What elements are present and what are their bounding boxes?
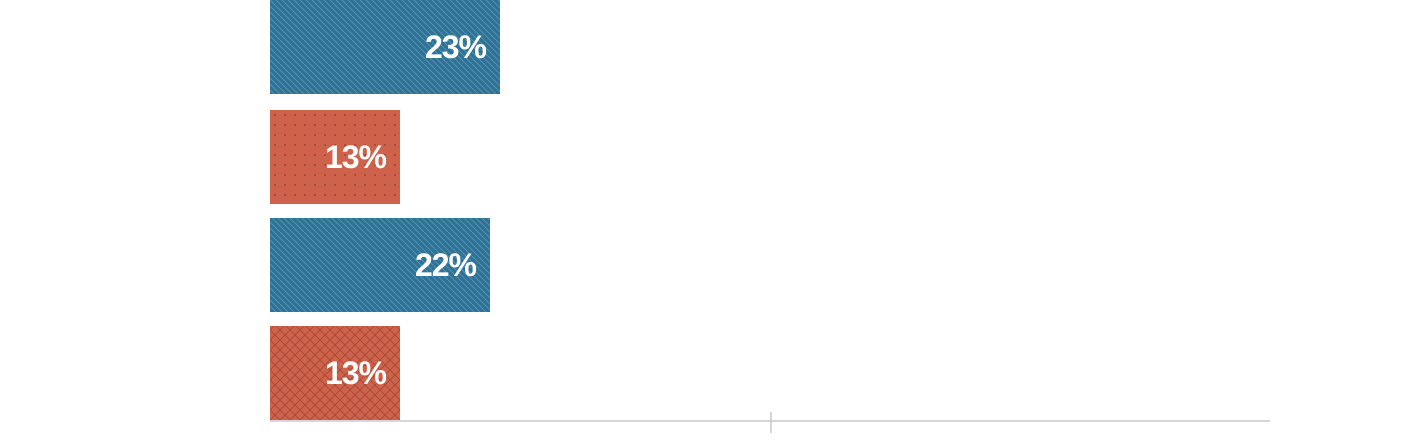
data-labels-layer: 23% 13% 22% 13% bbox=[325, 29, 488, 391]
data-label-1: 23% bbox=[425, 29, 487, 65]
data-label-3: 22% bbox=[415, 247, 477, 283]
bars-layer bbox=[270, 0, 500, 420]
x-axis bbox=[270, 412, 1270, 433]
bar-1 bbox=[270, 0, 500, 94]
bar-4 bbox=[270, 326, 400, 420]
data-label-4: 13% bbox=[325, 355, 387, 391]
bar-2 bbox=[270, 110, 400, 204]
data-label-2: 13% bbox=[325, 139, 387, 175]
bar-3 bbox=[270, 218, 490, 312]
